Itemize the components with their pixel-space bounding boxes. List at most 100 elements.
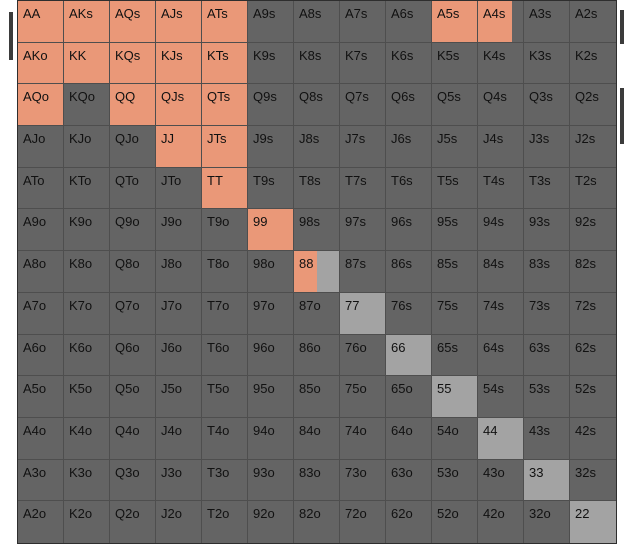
hand-cell[interactable]: J9o [156, 209, 202, 252]
hand-cell[interactable]: J6o [156, 334, 202, 377]
hand-cell[interactable]: AA [18, 1, 64, 43]
hand-cell[interactable]: 33 [524, 459, 570, 502]
hand-cell[interactable]: T4o [202, 417, 248, 460]
hand-cell[interactable]: 92s [570, 209, 616, 252]
hand-cell[interactable]: 42o [478, 501, 524, 543]
hand-cell[interactable]: K7s [340, 42, 386, 85]
hand-cell[interactable]: T5s [432, 167, 478, 210]
hand-cell[interactable]: T5o [202, 376, 248, 418]
hand-cell[interactable]: 95s [432, 209, 478, 252]
hand-cell[interactable]: A9s [248, 1, 294, 43]
hand-cell[interactable]: Q5o [110, 376, 156, 418]
hand-cell[interactable]: 85o [294, 376, 340, 418]
hand-cell[interactable]: J2o [156, 501, 202, 543]
hand-cell[interactable]: 92o [248, 501, 294, 543]
hand-cell[interactable]: J8s [294, 126, 340, 168]
hand-cell[interactable]: 98s [294, 209, 340, 252]
hand-cell[interactable]: J6s [386, 126, 432, 168]
hand-cell[interactable]: JTo [156, 167, 202, 210]
hand-cell[interactable]: 76s [386, 292, 432, 335]
hand-cell[interactable]: Q7o [110, 292, 156, 335]
hand-cell[interactable]: 75s [432, 292, 478, 335]
hand-cell[interactable]: K6s [386, 42, 432, 85]
hand-cell[interactable]: K8o [64, 251, 110, 293]
hand-cell[interactable]: K2s [570, 42, 616, 85]
hand-cell[interactable]: 93o [248, 459, 294, 502]
hand-cell[interactable]: K5o [64, 376, 110, 418]
hand-cell[interactable]: T2s [570, 167, 616, 210]
hand-cell[interactable]: 52s [570, 376, 616, 418]
hand-cell[interactable]: 82o [294, 501, 340, 543]
scrollbar-thumb-middle[interactable] [620, 88, 624, 144]
hand-cell[interactable]: 72o [340, 501, 386, 543]
hand-cell[interactable]: T6o [202, 334, 248, 377]
hand-cell[interactable]: 54o [432, 417, 478, 460]
hand-cell[interactable]: J4o [156, 417, 202, 460]
hand-cell[interactable]: 83s [524, 251, 570, 293]
hand-cell[interactable]: J7s [340, 126, 386, 168]
hand-cell[interactable]: 97s [340, 209, 386, 252]
hand-cell[interactable]: 94s [478, 209, 524, 252]
hand-cell[interactable]: 97o [248, 292, 294, 335]
hand-cell[interactable]: 63s [524, 334, 570, 377]
hand-cell[interactable]: Q8o [110, 251, 156, 293]
hand-cell[interactable]: J9s [248, 126, 294, 168]
hand-cell[interactable]: J2s [570, 126, 616, 168]
hand-cell[interactable]: K4s [478, 42, 524, 85]
hand-cell[interactable]: 95o [248, 376, 294, 418]
hand-cell[interactable]: JTs [202, 126, 248, 168]
hand-cell[interactable]: J7o [156, 292, 202, 335]
hand-cell[interactable]: T6s [386, 167, 432, 210]
hand-cell[interactable]: 54s [478, 376, 524, 418]
hand-cell[interactable]: Q9o [110, 209, 156, 252]
hand-cell[interactable]: QTs [202, 84, 248, 127]
hand-cell[interactable]: 65s [432, 334, 478, 377]
hand-cell[interactable]: 32o [524, 501, 570, 543]
hand-cell[interactable]: 85s [432, 251, 478, 293]
hand-cell[interactable]: 86s [386, 251, 432, 293]
hand-cell[interactable]: T7o [202, 292, 248, 335]
scrollbar-thumb-top[interactable] [620, 10, 624, 44]
hand-cell[interactable]: 75o [340, 376, 386, 418]
hand-cell[interactable]: 76o [340, 334, 386, 377]
hand-cell[interactable]: J5s [432, 126, 478, 168]
hand-cell[interactable]: K9s [248, 42, 294, 85]
hand-cell[interactable]: J3s [524, 126, 570, 168]
hand-cell[interactable]: 84s [478, 251, 524, 293]
hand-cell[interactable]: QJo [110, 126, 156, 168]
hand-cell[interactable]: K7o [64, 292, 110, 335]
hand-cell[interactable]: Q2s [570, 84, 616, 127]
hand-cell[interactable]: Q3o [110, 459, 156, 502]
hand-cell[interactable]: 98o [248, 251, 294, 293]
hand-cell[interactable]: A7s [340, 1, 386, 43]
hand-cell[interactable]: KQs [110, 42, 156, 85]
hand-cell[interactable]: Q4s [478, 84, 524, 127]
hand-cell[interactable]: AQs [110, 1, 156, 43]
hand-cell[interactable]: A3o [18, 459, 64, 502]
hand-cell[interactable]: 32s [570, 459, 616, 502]
hand-cell[interactable]: T8s [294, 167, 340, 210]
hand-cell[interactable]: A2s [570, 1, 616, 43]
hand-cell[interactable]: 53s [524, 376, 570, 418]
hand-cell[interactable]: A8o [18, 251, 64, 293]
hand-cell[interactable]: Q6s [386, 84, 432, 127]
hand-cell[interactable]: Q9s [248, 84, 294, 127]
hand-cell[interactable]: 96s [386, 209, 432, 252]
hand-cell[interactable]: Q8s [294, 84, 340, 127]
hand-cell[interactable]: 88 [294, 251, 340, 293]
hand-cell[interactable]: AQo [18, 84, 64, 127]
hand-cell[interactable]: 66 [386, 334, 432, 377]
hand-cell[interactable]: 72s [570, 292, 616, 335]
hand-cell[interactable]: QQ [110, 84, 156, 127]
hand-cell[interactable]: AKo [18, 42, 64, 85]
hand-cell[interactable]: T9o [202, 209, 248, 252]
hand-cell[interactable]: K6o [64, 334, 110, 377]
hand-cell[interactable]: 53o [432, 459, 478, 502]
hand-cell[interactable]: 73o [340, 459, 386, 502]
hand-cell[interactable]: 42s [570, 417, 616, 460]
hand-cell[interactable]: T2o [202, 501, 248, 543]
hand-cell[interactable]: K5s [432, 42, 478, 85]
hand-cell[interactable]: 43o [478, 459, 524, 502]
hand-cell[interactable]: AJs [156, 1, 202, 43]
hand-cell[interactable]: 86o [294, 334, 340, 377]
